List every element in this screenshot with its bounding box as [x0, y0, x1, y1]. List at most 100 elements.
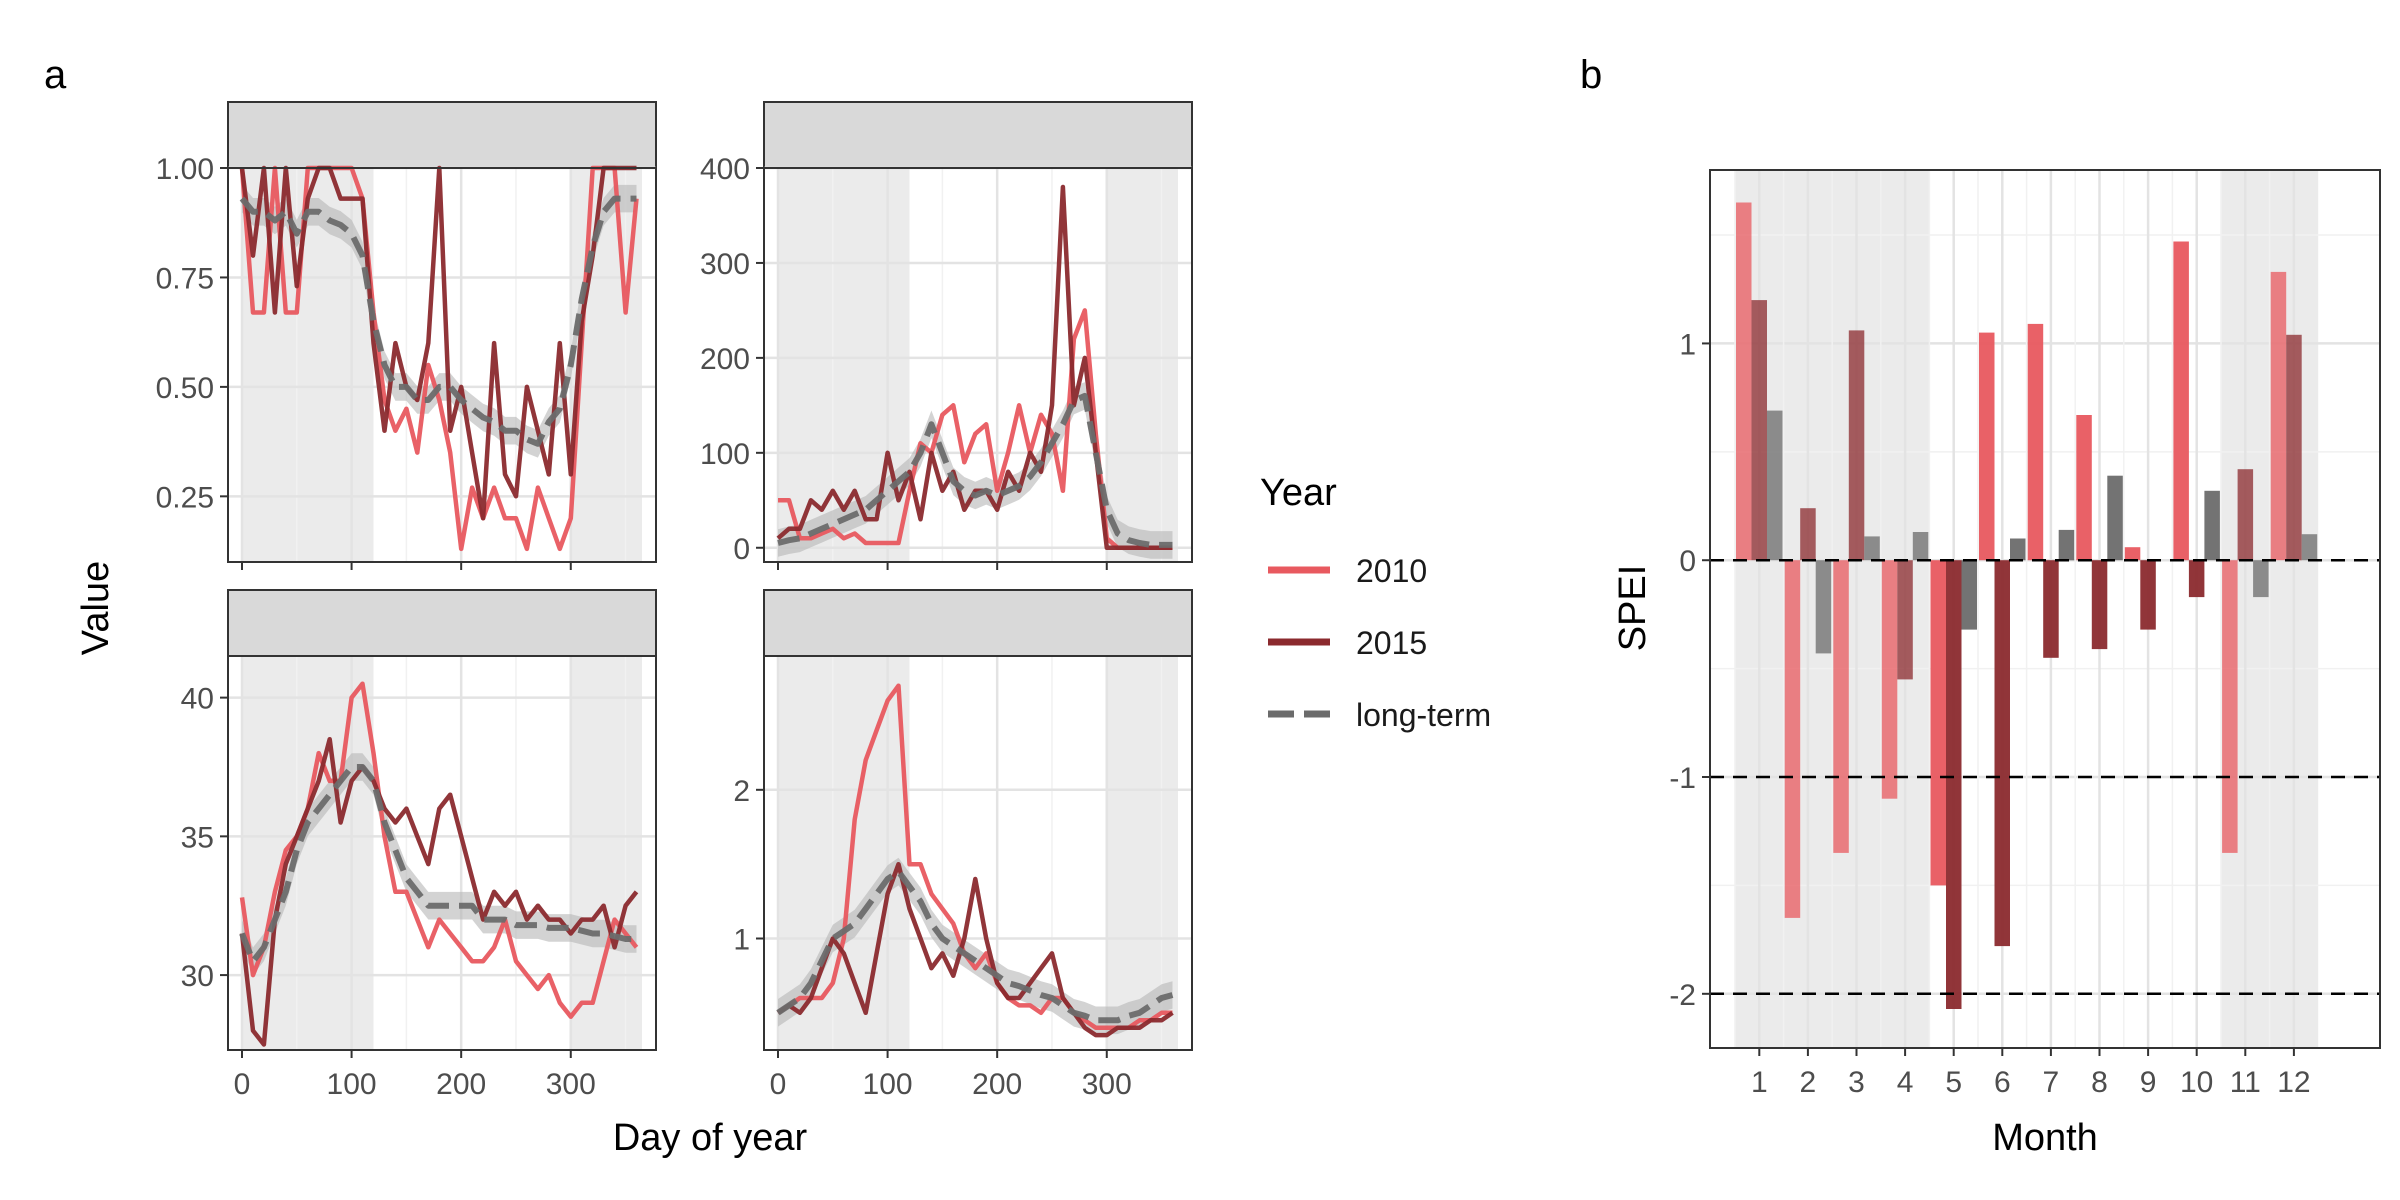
- line-2015: [776, 861, 1174, 1038]
- bar-long-term-month-4: [1912, 532, 1929, 561]
- x-tick-label: 5: [1945, 1066, 1962, 1099]
- bar-2010-month-10: [2173, 241, 2189, 561]
- x-tick-label: 0: [234, 1068, 251, 1101]
- bar-2015-month-4: [1897, 560, 1913, 680]
- facet-vpd-max-kpa: 1 2 0 100 200 300: [733, 589, 1193, 1101]
- facet-strip: [763, 101, 1193, 169]
- panel-a-xlabel: Day of year: [613, 1117, 808, 1159]
- season-shade: [570, 656, 642, 1050]
- facet-dry-days: 0.25 0.50 0.75 1.00: [156, 101, 657, 570]
- season-shade: [242, 656, 374, 1050]
- x-tick-label: 1: [1751, 1066, 1768, 1099]
- bar-2010-month-4: [1881, 560, 1898, 799]
- y-tick-label: 0: [733, 533, 750, 566]
- panel-b-ylabel: SPEI: [1612, 565, 1654, 652]
- line-long-term: [777, 392, 1173, 548]
- y-tick-label: 200: [700, 343, 750, 376]
- panel-a-ylabel: Value: [75, 561, 117, 655]
- y-tick-label: 100: [700, 438, 750, 471]
- facet-strip: [227, 589, 657, 657]
- bar-2010-month-3: [1833, 560, 1849, 853]
- facet-strip: [763, 589, 1193, 657]
- bar-2015-month-12: [2286, 334, 2302, 561]
- bar-long-term-month-10: [2204, 490, 2220, 561]
- y-tick-label: 30: [181, 960, 214, 993]
- y-tick-label: 0.25: [156, 481, 214, 514]
- panel-a-tag: a: [44, 53, 67, 97]
- line-long-term: [776, 868, 1174, 1024]
- bar-2015-month-8: [2091, 560, 2108, 650]
- y-tick-label: 0.50: [156, 372, 214, 405]
- facet-precipitation-mm: 0 100 200 300 400: [700, 101, 1193, 570]
- x-tick-label: 4: [1897, 1066, 1914, 1099]
- x-tick-label: 9: [2140, 1066, 2157, 1099]
- line-2015: [239, 736, 639, 1047]
- facet-border: [763, 167, 1193, 563]
- y-tick-label: 40: [181, 683, 214, 716]
- x-tick-label: 3: [1848, 1066, 1865, 1099]
- y-tick-label: 400: [700, 153, 750, 186]
- long-term-ribbon: [242, 753, 637, 975]
- y-tick-label: 300: [700, 248, 750, 281]
- season-shade: [1106, 168, 1178, 562]
- bar-2015-month-6: [1994, 560, 2010, 947]
- line-2015: [776, 184, 1173, 551]
- y-tick-label: -2: [1669, 979, 1696, 1012]
- bar-2010-month-5: [1930, 560, 1946, 886]
- facet-max-temperature-c: 30 35 40 0 100 200 300: [181, 589, 657, 1101]
- y-tick-label: 2: [733, 775, 750, 808]
- bar-2010-month-8: [2076, 415, 2092, 561]
- line-long-term: [239, 195, 637, 447]
- facet-border: [763, 655, 1193, 1051]
- x-tick-label: 11: [2230, 1066, 2261, 1099]
- bar-long-term-month-7: [2058, 529, 2075, 561]
- line-long-term: [239, 764, 637, 965]
- bar-long-term-month-2: [1815, 560, 1832, 654]
- long-term-ribbon: [778, 857, 1173, 1035]
- bar-long-term-month-11: [2253, 560, 2269, 598]
- bar-long-term-month-8: [2107, 475, 2123, 561]
- facet-border: [227, 655, 657, 1051]
- legend: Year 2010 2015 long-term: [1260, 472, 1491, 733]
- bar-long-term-month-3: [1864, 536, 1880, 561]
- bar-2015-month-11: [2237, 469, 2254, 561]
- panel-b-border: [1709, 169, 2381, 1049]
- bar-2010-month-6: [1979, 332, 1995, 561]
- x-tick-label: 12: [2277, 1066, 2310, 1099]
- line-2010: [776, 683, 1173, 1030]
- legend-label-2010: 2010: [1356, 553, 1427, 589]
- bar-long-term-month-5: [1961, 560, 1977, 630]
- y-tick-label: 35: [181, 821, 214, 854]
- y-tick-label: -1: [1669, 762, 1696, 795]
- bar-2015-month-7: [2043, 560, 2059, 658]
- bar-2010-month-1: [1736, 202, 1752, 561]
- x-tick-label: 10: [2180, 1066, 2213, 1099]
- y-tick-label: 0.75: [156, 262, 214, 295]
- bar-long-term-month-1: [1767, 410, 1783, 561]
- x-tick-label: 0: [770, 1068, 787, 1101]
- facet-border: [227, 167, 657, 563]
- legend-label-long-term: long-term: [1356, 697, 1491, 733]
- x-tick-label: 100: [327, 1068, 377, 1101]
- x-tick-label: 300: [546, 1068, 596, 1101]
- bar-long-term-month-6: [2010, 538, 2026, 561]
- bar-2015-month-10: [2188, 560, 2205, 598]
- y-tick-label: 1.00: [156, 153, 214, 186]
- bar-2015-month-3: [1848, 330, 1865, 561]
- bar-2010-month-11: [2222, 560, 2238, 853]
- y-tick-label: 0: [1679, 545, 1696, 578]
- bar-2015-month-9: [2140, 560, 2156, 630]
- x-tick-label: 200: [972, 1068, 1022, 1101]
- panel-b-tag: b: [1580, 53, 1602, 97]
- bar-long-term-month-12: [2301, 534, 2318, 561]
- x-tick-label: 8: [2091, 1066, 2108, 1099]
- bar-2015-month-1: [1751, 300, 1767, 561]
- x-tick-label: 2: [1800, 1066, 1817, 1099]
- x-tick-label: 7: [2043, 1066, 2060, 1099]
- bar-2010-month-9: [2124, 547, 2141, 561]
- facet-strip: [227, 101, 657, 169]
- y-tick-label: 1: [733, 923, 750, 956]
- x-tick-label: 200: [436, 1068, 486, 1101]
- bar-2015-month-2: [1800, 508, 1816, 561]
